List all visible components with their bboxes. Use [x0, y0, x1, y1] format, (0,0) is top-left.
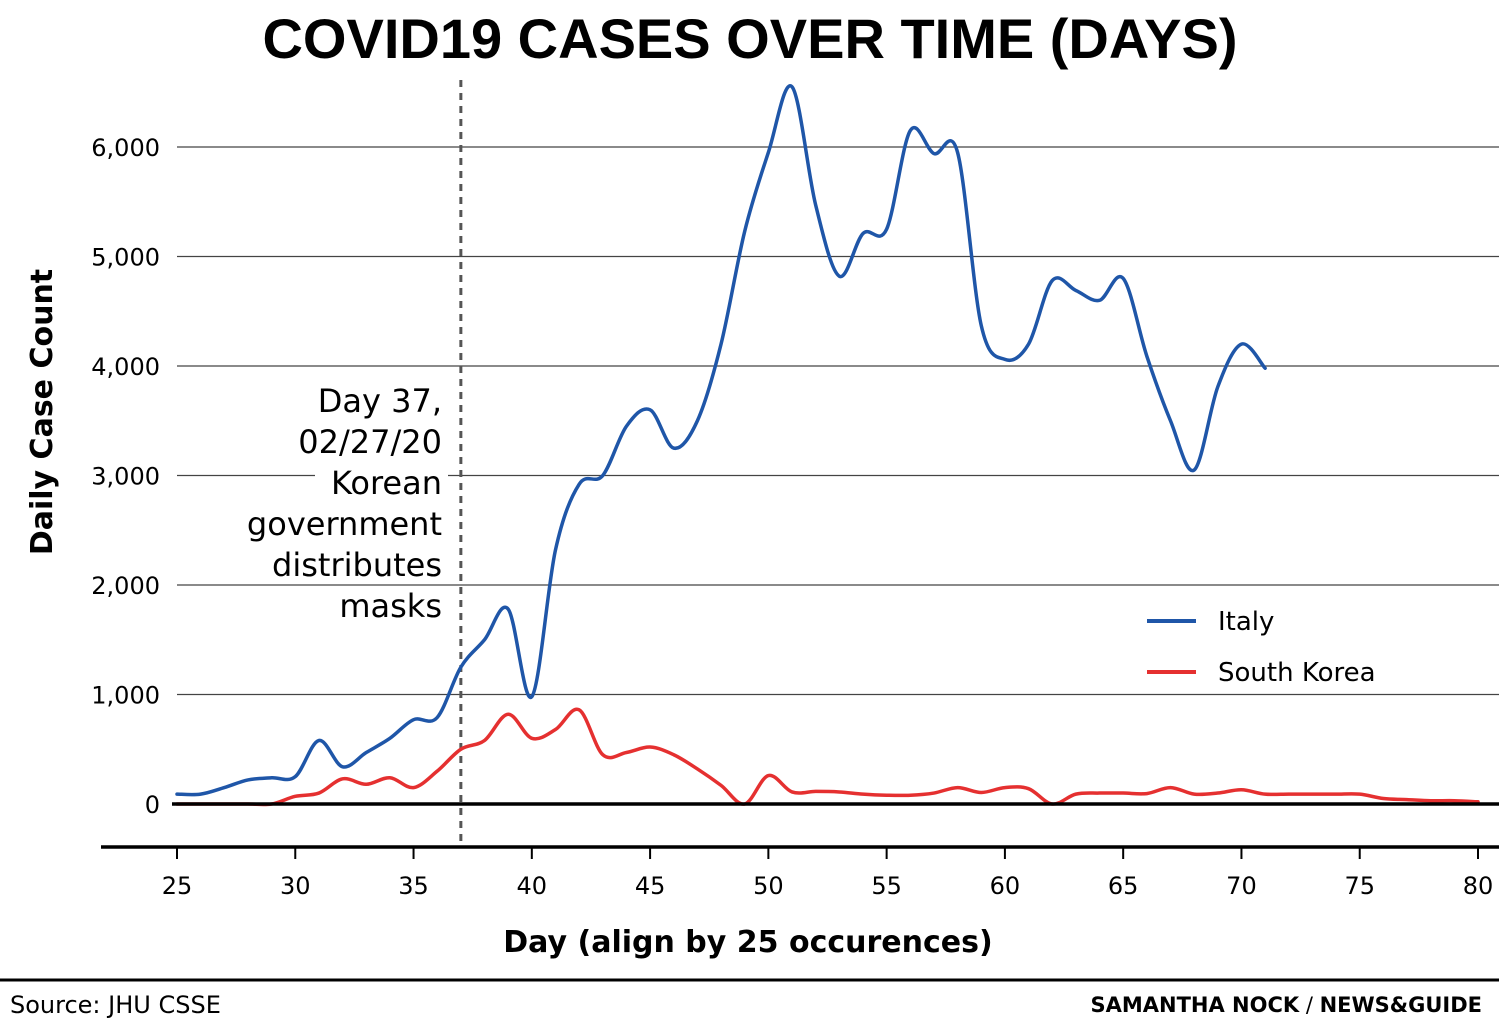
- y-axis-title: Daily Case Count: [25, 269, 60, 555]
- annotation-text-group: Day 37,02/27/20Koreangovernmentdistribut…: [217, 382, 448, 625]
- credit-name: SAMANTHA NOCK: [1090, 993, 1299, 1017]
- annotation-text-backdrop: [276, 423, 448, 461]
- annotation-text-line: Korean: [331, 464, 442, 502]
- annotation-text-backdrop: [237, 505, 448, 543]
- annotation-text-line: government: [247, 505, 442, 543]
- y-tick-label: 1,000: [91, 682, 160, 710]
- x-tick-label: 45: [635, 872, 666, 900]
- footer-source: Source: JHU CSSE: [10, 991, 221, 1019]
- x-tick-label: 65: [1108, 872, 1139, 900]
- x-tick-label: 30: [280, 872, 311, 900]
- chart-title: COVID19 CASES OVER TIME (DAYS): [262, 7, 1237, 70]
- y-tick-label: 5,000: [91, 244, 160, 272]
- series-lines: [175, 84, 1480, 807]
- x-tick-label: 70: [1226, 872, 1257, 900]
- annotation-text-line: 02/27/20: [298, 423, 442, 461]
- series-line-italy: [175, 84, 1267, 797]
- legend-label-italy: Italy: [1218, 607, 1274, 637]
- x-tick-label: 60: [990, 872, 1021, 900]
- annotation-text-line: Day 37,: [318, 382, 442, 420]
- y-tick-label: 2,000: [91, 572, 160, 600]
- credit-separator: /: [1299, 993, 1319, 1017]
- y-tick-label: 6,000: [91, 134, 160, 162]
- annotation-text-backdrop: [334, 587, 448, 625]
- annotation-text-line: masks: [339, 587, 442, 625]
- legend-label-south-korea: South Korea: [1218, 658, 1376, 688]
- legend: Italy South Korea: [1147, 607, 1376, 688]
- x-tick-label: 80: [1463, 872, 1494, 900]
- credit-outlet: NEWS&GUIDE: [1320, 993, 1482, 1017]
- footer-credit: SAMANTHA NOCK / NEWS&GUIDE: [1090, 993, 1482, 1017]
- x-tick-label: 35: [398, 872, 429, 900]
- x-tick-label: 25: [162, 872, 193, 900]
- x-axis-title: Day (align by 25 occurences): [503, 925, 992, 960]
- y-tick-label: 3,000: [91, 463, 160, 491]
- series-line-south-korea: [175, 707, 1480, 807]
- y-tick-label: 0: [145, 791, 160, 819]
- y-tick-label: 4,000: [91, 353, 160, 381]
- x-tick-label: 55: [871, 872, 902, 900]
- x-tick-label: 40: [517, 872, 548, 900]
- annotation-text-backdrop: [315, 464, 448, 502]
- x-tick-label: 50: [753, 872, 784, 900]
- x-tick-label: 75: [1344, 872, 1375, 900]
- annotation-text-line: distributes: [272, 546, 442, 584]
- annotation-text-backdrop: [217, 546, 448, 584]
- annotation-text-backdrop: [295, 382, 448, 420]
- axes: 0 1,000 2,000 3,000 4,000 5,000 6,000 25 30 35 40 4…: [91, 134, 1499, 900]
